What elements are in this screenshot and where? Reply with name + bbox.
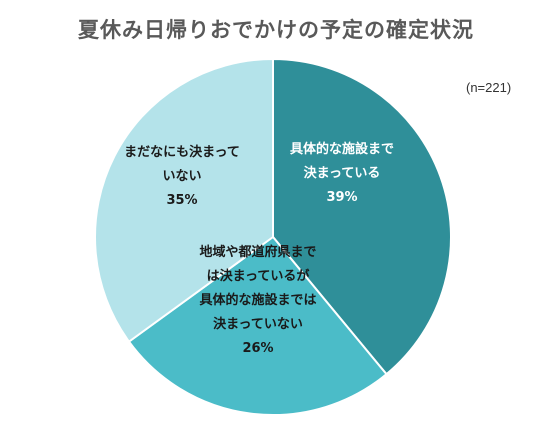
- pie-slice-0: [272, 57, 452, 376]
- sample-size-note: (n=221): [466, 80, 512, 95]
- slice-percent-2: 35%: [166, 193, 197, 208]
- chart-title: 夏休み日帰りおでかけの予定の確定状況: [78, 18, 474, 42]
- slice-label-line: 決まっている: [304, 165, 381, 181]
- pie-slice-1: [127, 235, 388, 416]
- slice-label-line: まだなにも決まって: [124, 144, 240, 160]
- slice-percent-0: 39%: [326, 190, 357, 205]
- slice-label-line: いない: [162, 169, 201, 184]
- slice-label-line: 具体的な施設までは: [199, 292, 316, 308]
- slice-label-1: 地域や都道府県までは決まっているが具体的な施設までは決まっていない 26%: [199, 244, 316, 356]
- slice-label-line: 具体的な施設まで: [290, 141, 394, 157]
- pie-slice-2: [94, 57, 274, 344]
- slice-label-2: まだなにも決まっていない 35%: [124, 144, 240, 208]
- slice-label-line: 地域や都道府県まで: [199, 244, 316, 260]
- slice-label-line: は決まっているが: [207, 268, 310, 284]
- slice-percent-1: 26%: [242, 341, 273, 356]
- slice-label-0: 具体的な施設まで決まっている 39%: [290, 141, 394, 205]
- slice-label-line: 決まっていない: [213, 316, 303, 332]
